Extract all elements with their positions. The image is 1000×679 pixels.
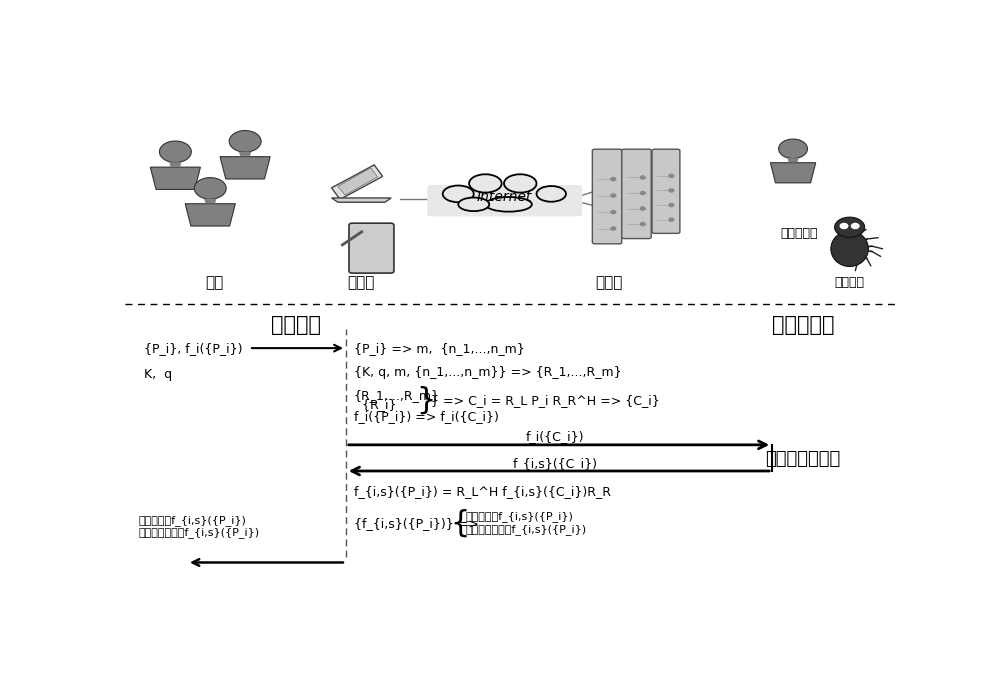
Text: 用户: 用户 xyxy=(205,275,223,290)
Polygon shape xyxy=(338,168,378,195)
Text: 计算提供者: 计算提供者 xyxy=(772,314,834,335)
Polygon shape xyxy=(332,198,391,202)
Circle shape xyxy=(669,175,674,177)
FancyBboxPatch shape xyxy=(592,149,622,244)
Polygon shape xyxy=(332,165,383,200)
Ellipse shape xyxy=(469,175,502,193)
Text: 加密用户: 加密用户 xyxy=(270,314,320,335)
Circle shape xyxy=(611,210,616,214)
Text: {f_{i,s}({P_i})} =>: {f_{i,s}({P_i})} => xyxy=(354,517,479,530)
Circle shape xyxy=(611,227,616,230)
Polygon shape xyxy=(770,163,816,183)
Text: {P_i} => m,  {n_1,...,n_m}: {P_i} => m, {n_1,...,n_m} xyxy=(354,342,524,354)
Circle shape xyxy=(640,191,645,195)
Polygon shape xyxy=(220,157,270,179)
Polygon shape xyxy=(239,152,251,156)
Text: f_i({C_i}): f_i({C_i}) xyxy=(526,430,584,443)
Circle shape xyxy=(640,223,645,225)
FancyBboxPatch shape xyxy=(349,223,394,273)
Circle shape xyxy=(835,217,865,238)
Ellipse shape xyxy=(443,185,474,202)
Ellipse shape xyxy=(831,231,868,266)
Text: {K, q, m, {n_1,...,n_m}} => {R_1,...,R_m}: {K, q, m, {n_1,...,n_m}} => {R_1,...,R_m… xyxy=(354,366,621,379)
Text: 服务提供商: 服务提供商 xyxy=(780,227,818,240)
Ellipse shape xyxy=(485,197,532,212)
Text: f_{i,s}({P_i}) = R_L^H f_{i,s}({C_i})R_R: f_{i,s}({P_i}) = R_L^H f_{i,s}({C_i})R_R xyxy=(354,485,611,498)
Text: 不诚实，不接受f_{i,s}({P_i}): 不诚实，不接受f_{i,s}({P_i}) xyxy=(466,524,587,535)
Text: {: { xyxy=(450,509,469,537)
Text: 不诚实，不接受f_{i,s}({P_i}): 不诚实，不接受f_{i,s}({P_i}) xyxy=(139,527,260,538)
FancyBboxPatch shape xyxy=(427,185,582,217)
Polygon shape xyxy=(205,199,216,203)
Circle shape xyxy=(669,204,674,206)
FancyBboxPatch shape xyxy=(622,149,651,238)
Text: 恶意实体: 恶意实体 xyxy=(835,276,865,289)
Circle shape xyxy=(611,194,616,197)
Circle shape xyxy=(840,223,848,229)
Text: K,  q: K, q xyxy=(144,368,173,381)
Circle shape xyxy=(640,207,645,210)
Text: {P_i}, f_i({P_i}): {P_i}, f_i({P_i}) xyxy=(144,342,243,354)
Ellipse shape xyxy=(504,175,537,193)
Polygon shape xyxy=(788,158,798,162)
Text: 计算提供者计算: 计算提供者计算 xyxy=(766,450,841,468)
Circle shape xyxy=(229,130,261,152)
Text: 服务器: 服务器 xyxy=(596,275,623,290)
Ellipse shape xyxy=(537,186,566,202)
FancyBboxPatch shape xyxy=(652,149,680,234)
Polygon shape xyxy=(170,162,181,166)
Text: f_{i,s}({C_i}): f_{i,s}({C_i}) xyxy=(513,457,598,470)
Text: Internet: Internet xyxy=(477,189,532,204)
Circle shape xyxy=(159,141,191,162)
Text: } => C_i = R_L P_i R_R^H => {C_i}: } => C_i = R_L P_i R_R^H => {C_i} xyxy=(431,394,660,407)
Circle shape xyxy=(852,223,859,229)
Circle shape xyxy=(611,177,616,181)
Polygon shape xyxy=(185,204,235,226)
Text: 诚实，接受f_{i,s}({P_i}): 诚实，接受f_{i,s}({P_i}) xyxy=(139,515,247,526)
Polygon shape xyxy=(150,167,200,189)
Text: }: } xyxy=(416,386,435,415)
Circle shape xyxy=(669,218,674,221)
Ellipse shape xyxy=(458,198,489,211)
Text: {R_i}: {R_i} xyxy=(354,398,396,411)
Text: {R_1,...,R_m}: {R_1,...,R_m} xyxy=(354,388,440,402)
Circle shape xyxy=(669,189,674,192)
Text: 客户机: 客户机 xyxy=(348,275,375,290)
Text: f_i({P_i}) => f_i({C_i}): f_i({P_i}) => f_i({C_i}) xyxy=(354,409,498,422)
Text: 诚实，接受f_{i,s}({P_i}): 诚实，接受f_{i,s}({P_i}) xyxy=(466,511,574,522)
Circle shape xyxy=(779,139,807,158)
Circle shape xyxy=(194,178,226,199)
Circle shape xyxy=(640,176,645,179)
